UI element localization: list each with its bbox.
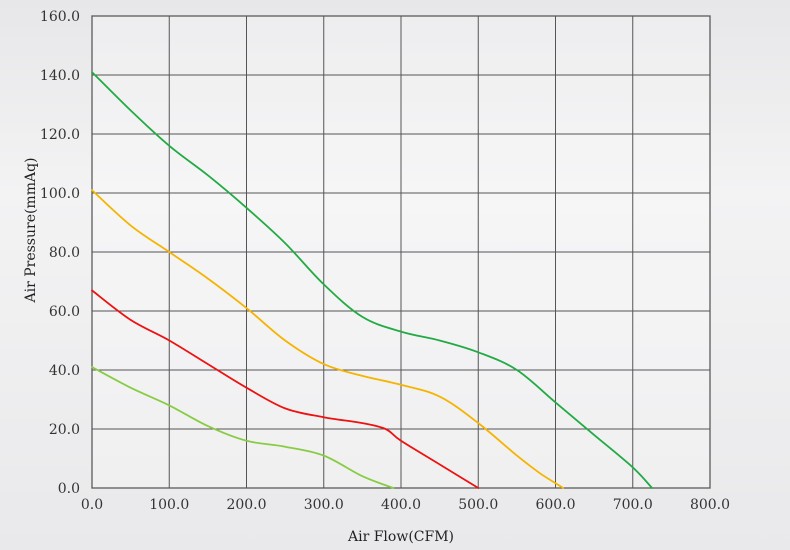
series-line-2 (91, 189, 565, 489)
x-axis-label: Air Flow(CFM) (347, 529, 454, 545)
x-tick-labels: 0.0 100.0 200.0 300.0 400.0 500.0 600.0 700.0 80… (81, 497, 730, 513)
x-tick-label-8: 800.0 (690, 497, 730, 513)
y-tick-labels: 0.0 20.0 40.0 60.0 80.0 100.0 120.0 140.0 160.0 (40, 9, 80, 497)
x-tick-label-5: 500.0 (458, 497, 498, 513)
x-tick-label-3: 300.0 (304, 497, 344, 513)
x-tick-label-4: 400.0 (381, 497, 421, 513)
x-tick-label-1: 100.0 (149, 497, 189, 513)
y-tick-label-0: 0.0 (58, 481, 80, 497)
series-line-4 (91, 366, 395, 489)
y-tick-label-2: 40.0 (49, 363, 80, 379)
series-line-1 (91, 71, 653, 489)
y-tick-label-3: 60.0 (49, 304, 80, 320)
y-tick-label-6: 120.0 (40, 127, 80, 143)
series-line-3 (91, 289, 480, 489)
y-tick-label-7: 140.0 (40, 68, 80, 84)
x-tick-label-0: 0.0 (81, 497, 103, 513)
x-tick-label-2: 200.0 (226, 497, 266, 513)
grid-lines (91, 15, 711, 489)
series-layer (91, 71, 653, 489)
x-tick-label-7: 700.0 (613, 497, 653, 513)
y-tick-label-5: 100.0 (40, 186, 80, 202)
y-axis-label: Air Pressure(mmAq) (23, 157, 39, 303)
y-tick-label-1: 20.0 (49, 422, 80, 438)
x-tick-label-6: 600.0 (535, 497, 575, 513)
y-tick-label-4: 80.0 (49, 245, 80, 261)
y-tick-label-8: 160.0 (40, 9, 80, 25)
